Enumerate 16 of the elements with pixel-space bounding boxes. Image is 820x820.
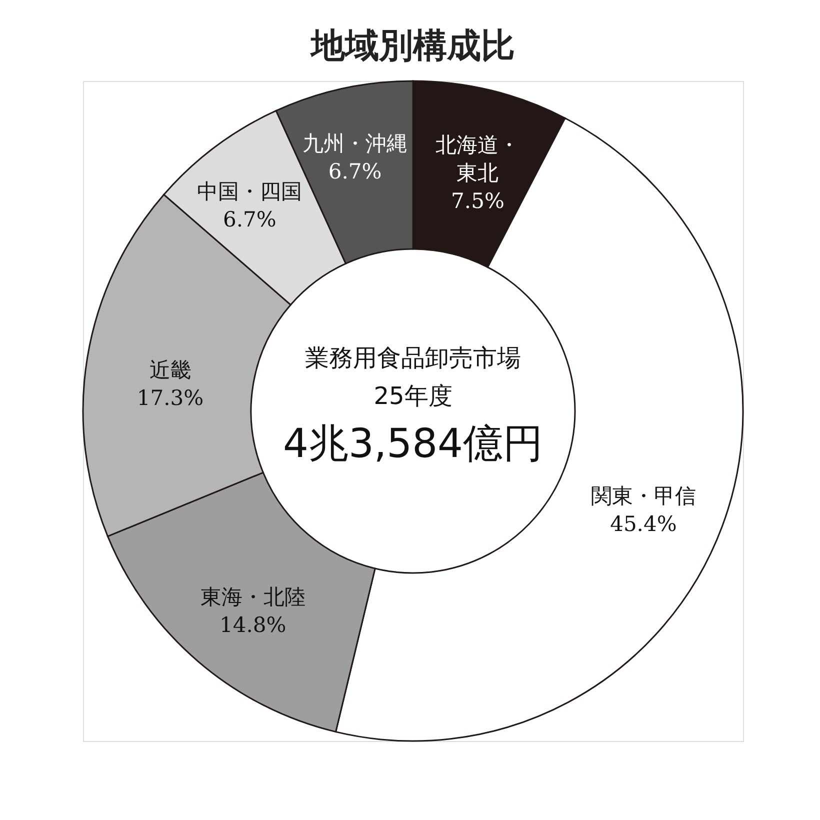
slice-label: 近畿 [149,358,192,382]
data-label: 7.5% [451,188,504,213]
slice-label: 関東・甲信 [590,484,696,508]
data-label: 14.8% [220,612,286,637]
data-label: 6.7% [222,207,276,232]
data-label: 17.3% [136,386,204,410]
slice-label: 九州・沖縄 [302,131,408,156]
slice-label: 中国・四国 [197,179,302,204]
text: 4兆3,584億円 [283,421,543,467]
slice-label: 北海道・東北 [436,132,520,185]
text: 25年度 [374,382,452,410]
data-label: 45.4% [610,512,677,536]
chart-title: 地域別構成比 [309,26,515,66]
data-label: 6.7% [328,159,382,184]
text: 業務用食品卸売市場 [305,344,521,372]
slice-label: 東海・北陸 [200,584,306,609]
